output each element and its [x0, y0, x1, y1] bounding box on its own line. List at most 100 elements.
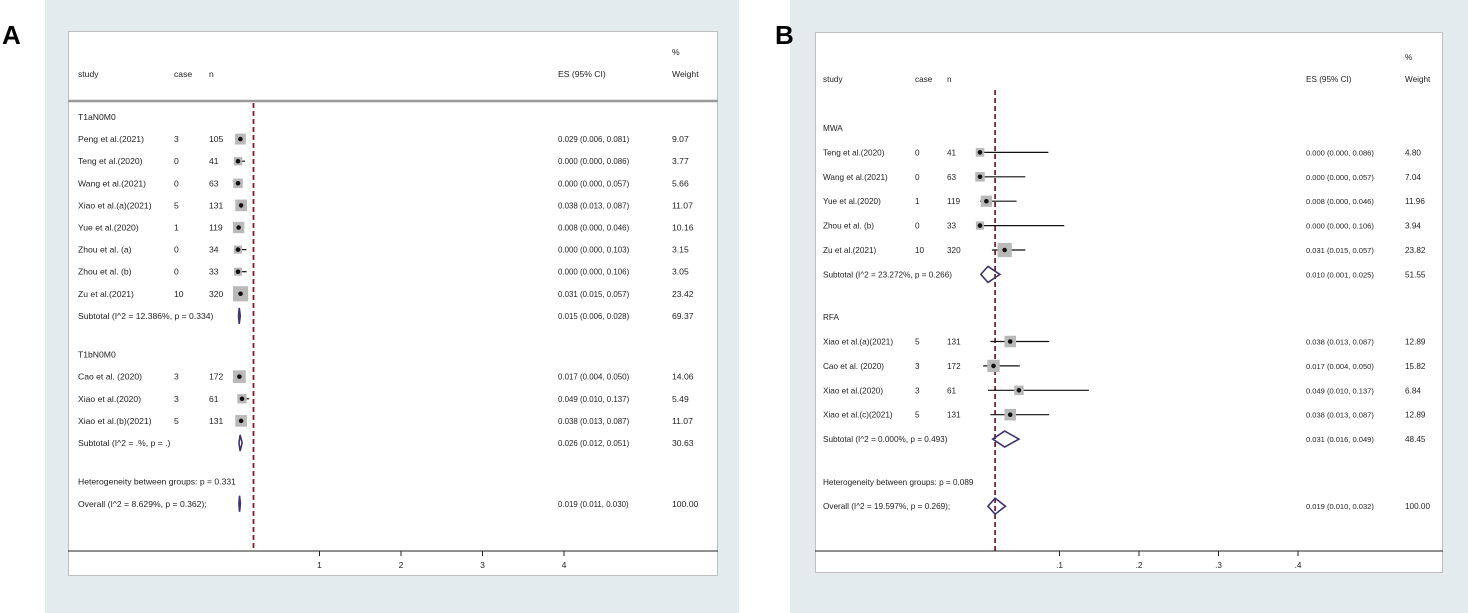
pb-row-11-case-value: 3 [915, 386, 920, 395]
pb-row-9-weight-value: 12.89 [1405, 338, 1426, 347]
pb-row-1-es-ci-text: 0.000 (0.000, 0.086) [1306, 148, 1374, 157]
pa-row-12-point-estimate [237, 374, 242, 379]
pb-row-1-case-value: 0 [915, 148, 920, 157]
pb-row-1-study-label: Teng et al.(2020) [823, 148, 885, 157]
pa-row-13-study-label: Xiao et al.(2020) [78, 394, 141, 404]
pb-row-12-weight-value: 12.89 [1405, 411, 1426, 420]
pa-row-2-es-ci-text: 0.000 (0.000, 0.086) [558, 157, 630, 166]
pa-row-5-weight-value: 10.16 [672, 223, 694, 233]
pa-row-8-point-estimate [238, 291, 243, 297]
pa-row-3-n-value: 63 [209, 178, 219, 188]
pb-row-1-weight-value: 4.80 [1405, 148, 1421, 157]
pb-row-10-n-value: 172 [947, 362, 961, 371]
pa-row-9-es-ci-text: 0.015 (0.006, 0.028) [558, 312, 630, 321]
pb-row-2-point-estimate [977, 174, 983, 180]
pb-row-12-point-estimate [1007, 412, 1013, 418]
pb-row-3-n-value: 119 [947, 197, 960, 206]
pb-row-15-heterogeneity-note: Heterogeneity between groups: p = 0.089 [823, 478, 974, 487]
pa-row-2-point-estimate [235, 158, 241, 164]
pa-row-15-weight-value: 30.63 [672, 438, 694, 448]
pb-row-11-point-estimate [1016, 388, 1022, 393]
pb-header-n: n [947, 75, 952, 84]
pb-row-9-case-value: 5 [915, 338, 920, 347]
pb-row-9-n-value: 131 [947, 338, 961, 347]
pa-row-15-study-label: Subtotal (I^2 = .%, p = .) [78, 438, 171, 448]
pb-row-9-point-estimate [1007, 339, 1013, 344]
pa-row-4-es-ci-text: 0.038 (0.013, 0.087) [558, 201, 630, 210]
pa-row-6-weight-value: 3.15 [672, 245, 689, 255]
pa-row-4-weight-value: 11.07 [672, 200, 693, 210]
pa-row-1-weight-value: 9.07 [672, 134, 689, 144]
pa-row-12-es-ci-text: 0.017 (0.004, 0.050) [558, 373, 630, 382]
pa-header-weight: Weight [672, 69, 699, 79]
pa-row-7-study-label: Zhou et al. (b) [78, 267, 132, 277]
pb-row-13-study-label: Subtotal (I^2 = 0.000%, p = 0.493) [823, 435, 948, 444]
pa-row-3-es-ci-text: 0.000 (0.000, 0.057) [558, 179, 630, 188]
pb-row-11-study-label: Xiao et al.(2020) [823, 386, 883, 395]
pb-row-4-study-label: Zhou et al. (b) [823, 222, 874, 231]
pb-row-2-n-value: 63 [947, 173, 957, 182]
pa-header-n: n [209, 69, 214, 79]
pb-row-11-n-value: 61 [947, 386, 957, 395]
pb-row-12-n-value: 131 [947, 411, 961, 420]
pb-row-5-weight-value: 23.82 [1405, 246, 1426, 255]
pa-plot-frame [68, 31, 718, 576]
pb-row-10-point-estimate [991, 363, 996, 369]
pa-row-12-study-label: Cao et al. (2020) [78, 372, 142, 382]
pa-row-1-point-estimate [238, 136, 243, 142]
pb-row-3-es-ci-text: 0.008 (0.000, 0.046) [1306, 197, 1374, 206]
pa-row-2-study-label: Teng et al.(2020) [78, 156, 143, 166]
pa-x-tick-label-4: 4 [562, 560, 567, 570]
pb-row-2-es-ci-text: 0.000 (0.000, 0.057) [1306, 173, 1374, 182]
pb-row-2-case-value: 0 [915, 173, 920, 182]
pb-row-5-es-ci-text: 0.031 (0.015, 0.057) [1306, 246, 1374, 255]
pb-row-10-es-ci-text: 0.017 (0.004, 0.050) [1306, 362, 1374, 371]
pa-row-5-case-value: 1 [174, 223, 179, 233]
pa-row-9-weight-value: 69.37 [672, 311, 694, 321]
pa-row-5-es-ci-text: 0.008 (0.000, 0.046) [558, 224, 630, 233]
pa-row-9-study-label: Subtotal (I^2 = 12.386%, p = 0.334) [78, 311, 214, 321]
panel-b-label: B [775, 20, 794, 50]
pa-row-4-point-estimate [238, 203, 244, 208]
pb-row-5-study-label: Zu et al.(2021) [823, 246, 877, 255]
pa-row-14-study-label: Xiao et al.(b)(2021) [78, 416, 152, 426]
pb-row-6-study-label: Subtotal (I^2 = 23.272%, p = 0.266) [823, 270, 952, 279]
pb-row-6-weight-value: 51.55 [1405, 270, 1426, 279]
pb-row-5-n-value: 320 [947, 246, 961, 255]
pb-row-16-weight-value: 100.00 [1405, 502, 1430, 511]
pa-row-8-es-ci-text: 0.031 (0.015, 0.057) [558, 290, 630, 299]
pa-header-case: case [174, 69, 192, 79]
pb-row-10-weight-value: 15.82 [1405, 362, 1426, 371]
pa-row-15-es-ci-text: 0.026 (0.012, 0.051) [558, 439, 630, 448]
pa-header-es: ES (95% CI) [558, 69, 606, 79]
pb-row-4-case-value: 0 [915, 222, 920, 231]
pb-row-12-study-label: Xiao et al.(c)(2021) [823, 411, 893, 420]
pa-row-17-heterogeneity-note: Heterogeneity between groups: p = 0.331 [78, 477, 236, 487]
pa-row-1-n-value: 105 [209, 134, 224, 144]
pa-row-7-n-value: 33 [209, 267, 219, 277]
pa-x-tick-label-3: 3 [480, 560, 485, 570]
pb-row-3-study-label: Yue et al.(2020) [823, 197, 881, 206]
pa-row-3-weight-value: 5.66 [672, 178, 689, 188]
pb-row-16-es-ci-text: 0.019 (0.010, 0.032) [1306, 502, 1374, 511]
pb-row-1-point-estimate [977, 150, 983, 155]
pb-row-4-point-estimate [977, 223, 983, 228]
pa-row-3-study-label: Wang et al.(2021) [78, 178, 146, 188]
pb-row-13-weight-value: 48.45 [1405, 435, 1426, 444]
pb-row-5-point-estimate [1002, 247, 1007, 253]
pa-row-4-case-value: 5 [174, 200, 179, 210]
pb-row-9-study-label: Xiao et al.(a)(2021) [823, 338, 893, 347]
pb-row-13-subtotal-diamond [991, 430, 1021, 449]
pb-row-1-n-value: 41 [947, 148, 957, 157]
pa-row-15-subtotal-diamond [238, 434, 243, 452]
pb-x-tick-label-3: .3 [1215, 561, 1222, 570]
pa-row-3-point-estimate [235, 181, 241, 186]
pb-row-3-point-estimate [984, 198, 989, 204]
pa-row-6-es-ci-text: 0.000 (0.000, 0.103) [558, 246, 630, 255]
pb-x-tick-label-4: .4 [1295, 561, 1302, 570]
pa-row-0-group-label: T1aN0M0 [78, 112, 116, 122]
panel-a-label: A [2, 20, 21, 50]
pa-x-tick-label-1: 1 [317, 560, 322, 570]
pa-row-2-weight-value: 3.77 [672, 156, 689, 166]
pa-row-9-subtotal-diamond [237, 307, 242, 325]
